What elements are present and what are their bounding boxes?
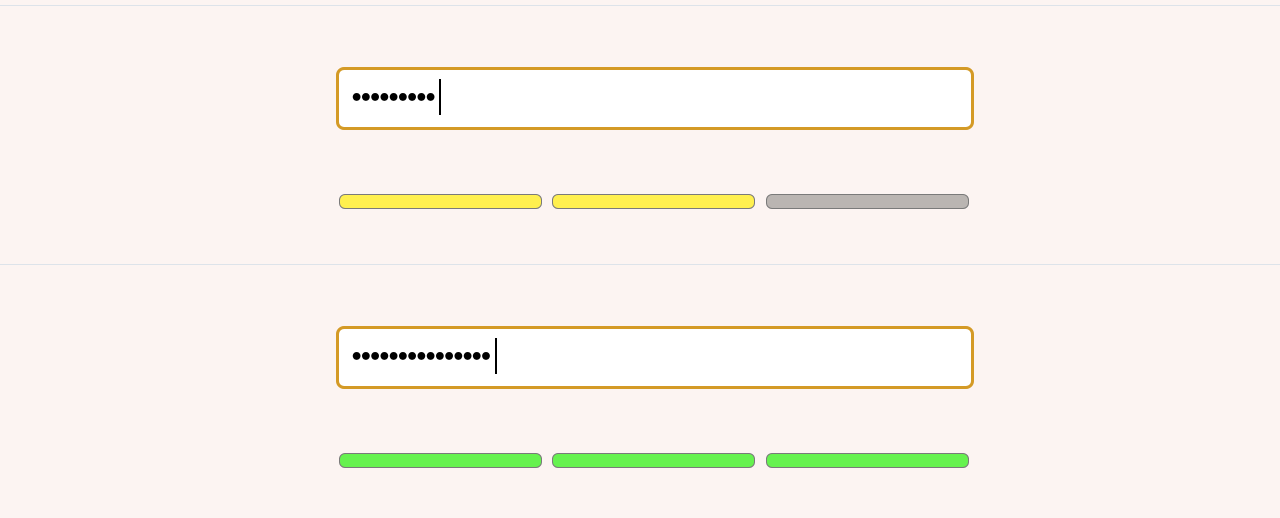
- password-input-2[interactable]: •••••••••••••••: [336, 326, 974, 389]
- strength-segment-2-1: [339, 453, 542, 468]
- strength-meter-1: [339, 194, 971, 210]
- password-mask-1: •••••••••: [350, 86, 437, 111]
- strength-segment-2-2: [552, 453, 755, 468]
- password-mask-2: •••••••••••••••: [350, 345, 493, 370]
- password-input-1[interactable]: •••••••••: [336, 67, 974, 130]
- top-divider: [0, 5, 1280, 6]
- strength-segment-1-1: [339, 194, 542, 209]
- strength-meter-2: [339, 453, 971, 469]
- strength-segment-1-2: [552, 194, 755, 209]
- text-caret-1: [439, 79, 442, 115]
- section-divider: [0, 264, 1280, 265]
- text-caret-2: [494, 338, 497, 374]
- strength-segment-1-3: [766, 194, 969, 209]
- strength-segment-2-3: [766, 453, 969, 468]
